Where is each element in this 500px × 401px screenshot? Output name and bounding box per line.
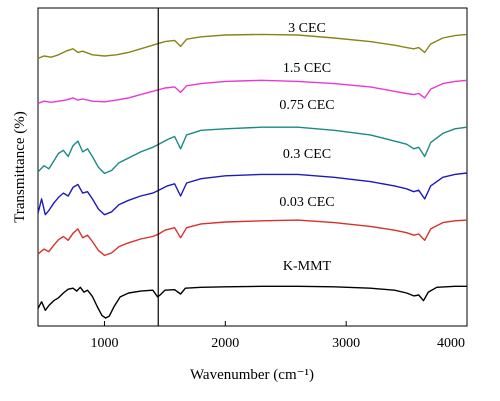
series-line-2: [37, 172, 468, 216]
series-line-4: [37, 79, 468, 105]
series-label-0: K-MMT: [283, 259, 332, 274]
series-label-5: 3 CEC: [288, 21, 326, 36]
x-axis-ticks: 1000 2000 3000 4000: [90, 321, 468, 351]
series-line-0: [37, 285, 467, 319]
series-label-1: 0.03 CEC: [279, 195, 334, 210]
series-labels: K-MMT 0.03 CEC 0.3 CEC 0.75 CEC 1.5 CEC 3 CEC: [279, 21, 334, 274]
x-tick-label-1: 2000: [211, 336, 239, 351]
series-line-1: [37, 219, 468, 257]
series-line-5: [37, 33, 468, 60]
series-layer: [37, 33, 468, 319]
x-tick-label-0: 1000: [90, 336, 118, 351]
x-tick-label-3: 4000: [437, 336, 465, 351]
x-tick-label-2: 3000: [332, 336, 360, 351]
series-line-3: [37, 126, 468, 175]
y-axis-title: Transmittance (%): [12, 111, 28, 223]
series-label-4: 1.5 CEC: [283, 61, 331, 76]
plot-frame: [37, 7, 468, 327]
x-axis-title: Wavenumber (cm⁻¹): [190, 367, 314, 383]
series-label-2: 0.3 CEC: [283, 147, 331, 162]
series-label-3: 0.75 CEC: [279, 98, 334, 113]
